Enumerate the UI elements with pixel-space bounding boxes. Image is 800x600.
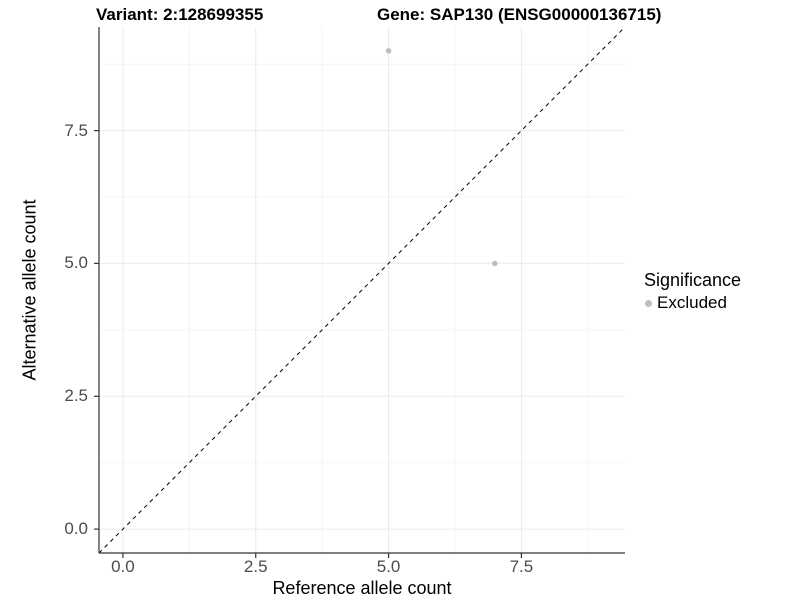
x-tick-label: 0.0 bbox=[111, 557, 135, 576]
legend-item-label: Excluded bbox=[657, 293, 727, 312]
identity-line bbox=[98, 26, 626, 554]
y-tick-label: 0.0 bbox=[64, 519, 88, 539]
gene-title: Gene: SAP130 (ENSG00000136715) bbox=[377, 5, 662, 24]
excluded-point-icon bbox=[645, 299, 652, 307]
x-tick-label: 2.5 bbox=[243, 557, 268, 576]
data-point bbox=[492, 260, 498, 267]
y-tick-label: 7.5 bbox=[64, 120, 88, 140]
y-tick-label: 2.5 bbox=[64, 386, 88, 406]
legend: Significance Excluded bbox=[644, 270, 741, 313]
x-tick-label: 5.0 bbox=[376, 557, 401, 576]
legend-title: Significance bbox=[644, 270, 742, 290]
x-tick-label: 7.5 bbox=[509, 557, 534, 576]
y-axis-title: Alternative allele count bbox=[19, 199, 40, 381]
y-tick-label: 5.0 bbox=[64, 253, 88, 273]
variant-title: Variant: 2:128699355 bbox=[96, 5, 264, 24]
data-point bbox=[385, 48, 392, 54]
legend-item-excluded: Excluded bbox=[644, 293, 741, 313]
x-axis-title: Reference allele count bbox=[272, 578, 452, 598]
